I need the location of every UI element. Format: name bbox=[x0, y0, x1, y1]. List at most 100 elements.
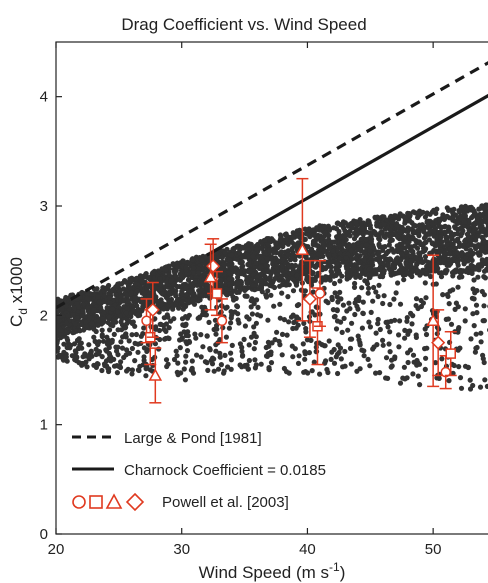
scatter-point bbox=[415, 210, 421, 217]
scatter-point bbox=[473, 302, 480, 308]
scatter-point bbox=[315, 251, 321, 257]
scatter-point bbox=[179, 291, 185, 297]
scatter-point bbox=[352, 250, 358, 256]
scatter-point bbox=[346, 300, 352, 306]
scatter-point bbox=[60, 357, 67, 363]
scatter-point bbox=[183, 353, 189, 359]
scatter-point bbox=[391, 271, 397, 277]
scatter-point bbox=[433, 281, 439, 287]
scatter-point bbox=[141, 325, 147, 331]
scatter-point bbox=[292, 262, 299, 269]
scatter-point bbox=[349, 256, 355, 262]
scatter-point bbox=[386, 242, 392, 248]
scatter-point bbox=[473, 345, 479, 351]
scatter-point bbox=[484, 203, 488, 209]
scatter-point bbox=[473, 244, 480, 250]
scatter-point bbox=[422, 366, 428, 372]
scatter-point bbox=[143, 271, 149, 277]
scatter-point bbox=[133, 275, 139, 282]
scatter-point bbox=[226, 276, 232, 282]
scatter-point bbox=[198, 332, 204, 338]
scatter-point bbox=[74, 301, 80, 307]
scatter-point bbox=[286, 319, 292, 325]
scatter-point bbox=[457, 345, 463, 351]
scatter-point bbox=[485, 263, 488, 269]
scatter-point bbox=[207, 347, 213, 353]
scatter-point bbox=[445, 293, 451, 299]
scatter-point bbox=[242, 287, 248, 293]
scatter-point bbox=[180, 306, 186, 312]
scatter-point bbox=[58, 335, 64, 341]
scatter-point bbox=[80, 308, 86, 314]
scatter-point bbox=[447, 251, 453, 257]
scatter-point bbox=[153, 326, 159, 332]
scatter-point bbox=[119, 345, 126, 351]
scatter-point bbox=[340, 302, 346, 308]
scatter-point bbox=[174, 260, 181, 267]
scatter-point bbox=[234, 256, 240, 262]
scatter-point bbox=[422, 254, 429, 260]
scatter-point bbox=[394, 233, 400, 239]
scatter-point bbox=[173, 274, 179, 280]
scatter-point bbox=[469, 270, 475, 276]
scatter-point bbox=[228, 357, 234, 363]
scatter-point bbox=[463, 205, 469, 212]
scatter-point bbox=[56, 299, 62, 305]
scatter-point bbox=[306, 350, 312, 356]
scatter-point bbox=[140, 362, 146, 368]
scatter-point bbox=[327, 259, 333, 266]
scatter-point bbox=[407, 212, 413, 218]
scatter-point bbox=[456, 243, 462, 249]
scatter-point bbox=[83, 323, 89, 329]
scatter-point bbox=[384, 249, 390, 256]
scatter-point bbox=[377, 237, 383, 243]
scatter-point bbox=[109, 306, 115, 312]
scatter-point bbox=[266, 366, 272, 372]
scatter-point bbox=[186, 338, 192, 344]
scatter-point bbox=[258, 272, 264, 278]
scatter-point bbox=[411, 222, 417, 228]
scatter-point bbox=[290, 312, 296, 318]
scatter-point bbox=[106, 368, 112, 375]
scatter-point bbox=[174, 264, 181, 270]
scatter-point bbox=[324, 263, 330, 270]
scatter-point bbox=[258, 361, 264, 367]
scatter-point bbox=[290, 288, 297, 294]
scatter-point bbox=[310, 227, 316, 233]
scatter-point bbox=[246, 247, 252, 253]
scatter-point bbox=[290, 354, 296, 360]
scatter-point bbox=[455, 220, 461, 226]
scatter-point bbox=[416, 233, 422, 239]
scatter-point bbox=[424, 220, 430, 226]
scatter-point bbox=[334, 294, 340, 300]
scatter-point bbox=[254, 278, 260, 284]
scatter-point bbox=[359, 225, 365, 231]
scatter-point bbox=[188, 281, 194, 287]
scatter-point bbox=[219, 254, 225, 261]
scatter-point bbox=[333, 354, 339, 360]
scatter-point bbox=[415, 227, 421, 233]
scatter-point bbox=[65, 313, 71, 319]
scatter-point bbox=[473, 237, 479, 243]
scatter-point bbox=[444, 242, 450, 248]
scatter-point bbox=[222, 250, 228, 256]
scatter-point bbox=[387, 227, 394, 233]
scatter-point bbox=[271, 303, 277, 309]
scatter-point bbox=[228, 315, 234, 321]
scatter-point bbox=[416, 250, 422, 256]
scatter-point bbox=[118, 339, 124, 345]
scatter-point bbox=[273, 240, 279, 246]
powell-diamond-marker bbox=[302, 291, 318, 306]
scatter-point bbox=[214, 326, 220, 332]
scatter-point bbox=[334, 248, 340, 254]
scatter-point bbox=[263, 262, 269, 268]
scatter-point bbox=[341, 315, 347, 321]
scatter-point bbox=[311, 359, 317, 365]
scatter-point bbox=[321, 343, 327, 349]
scatter-point bbox=[206, 319, 212, 325]
scatter-point bbox=[343, 255, 349, 261]
scatter-point bbox=[56, 315, 60, 321]
scatter-point bbox=[429, 221, 435, 227]
scatter-point bbox=[310, 240, 316, 246]
